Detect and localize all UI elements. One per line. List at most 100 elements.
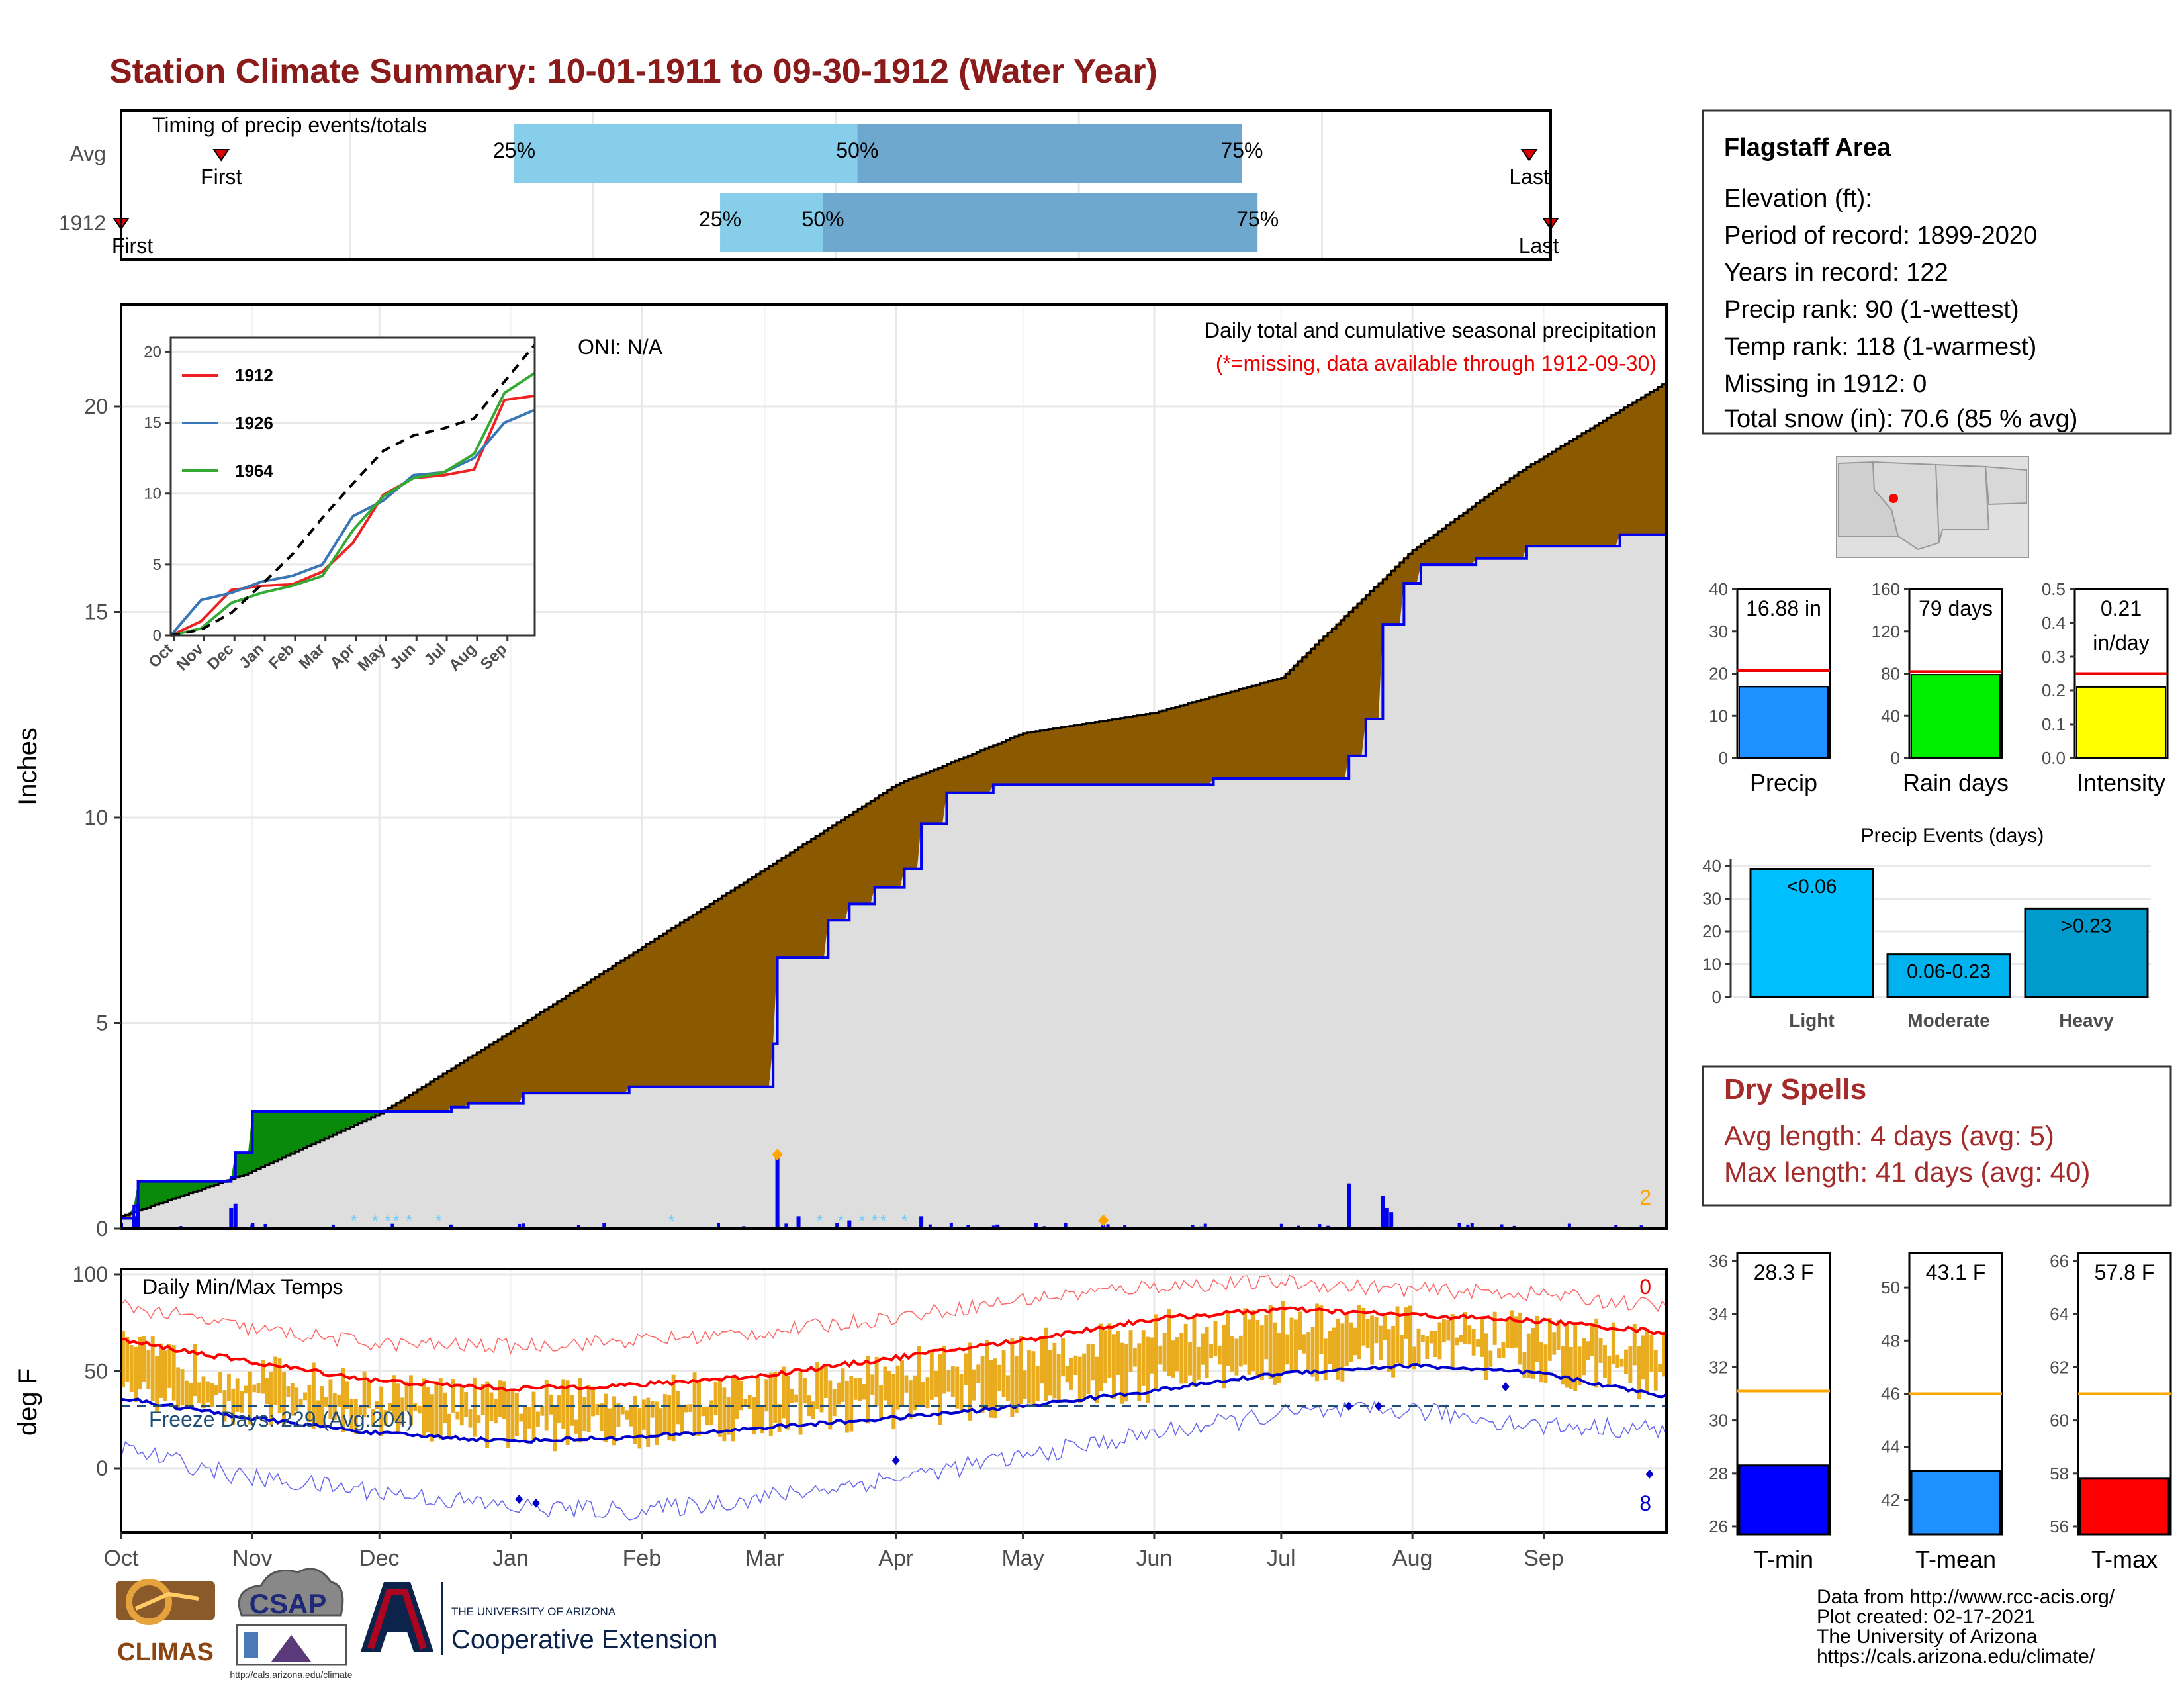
daily-temp-range-bar xyxy=(345,1381,349,1409)
daily-temp-range-bar xyxy=(887,1370,891,1405)
daily-precip-bar xyxy=(1466,1224,1470,1229)
daily-temp-range-bar xyxy=(184,1380,189,1410)
daily-temp-range-bar xyxy=(367,1380,371,1409)
daily-temp-range-bar xyxy=(1238,1335,1243,1367)
record-min-marker xyxy=(1645,1469,1654,1479)
daily-temp-range-bar xyxy=(866,1356,870,1424)
daily-temp-range-bar xyxy=(1077,1356,1082,1403)
precip-ytick-label: 5 xyxy=(96,1011,108,1035)
summary-bars: 0 10 20 30 40 16.88 in Precip 0 40 80 120 160 79 day… xyxy=(1709,579,2169,796)
snow-marker: * xyxy=(901,1212,907,1230)
inset-ytick-label: 10 xyxy=(144,485,161,503)
daily-temp-range-bar xyxy=(256,1382,261,1393)
daily-precip-bar xyxy=(784,1223,788,1229)
daily-temp-range-bar xyxy=(1611,1322,1615,1364)
daily-precip-bar xyxy=(229,1207,234,1229)
inset-xtick-label: Mar xyxy=(296,640,328,673)
daily-temp-range-bar xyxy=(620,1406,625,1415)
precip-surplus-area xyxy=(121,1090,418,1217)
daily-precip-bar xyxy=(602,1223,606,1229)
daily-temp-range-bar xyxy=(832,1389,837,1417)
events-ytick-label: 0 xyxy=(1712,987,1721,1007)
summary-bar-tick-label: 0.5 xyxy=(2042,579,2066,599)
daily-temp-range-bar xyxy=(739,1380,743,1411)
daily-temp-range-bar xyxy=(298,1399,303,1407)
daily-precip-bar xyxy=(1567,1223,1571,1229)
inset-ytick-label: 20 xyxy=(144,343,161,361)
ua-small-text: THE UNIVERSITY OF ARIZONA xyxy=(451,1605,616,1618)
temp-summary-tick-label: 66 xyxy=(2050,1251,2069,1271)
temp-summary-tick-label: 26 xyxy=(1709,1517,1728,1536)
month-label: Jan xyxy=(492,1546,529,1571)
daily-temp-range-bar xyxy=(269,1372,273,1426)
daily-temp-range-bar xyxy=(1141,1330,1146,1386)
max-record-count: 0 xyxy=(1639,1275,1651,1299)
summary-bar-precip xyxy=(1739,686,1829,759)
daily-temp-range-bar xyxy=(544,1380,549,1431)
daily-precip-bar xyxy=(847,1220,852,1229)
info-missing: Missing in 1912: 0 xyxy=(1724,370,1927,398)
month-label: Feb xyxy=(623,1546,662,1571)
events-ytick-label: 30 xyxy=(1702,889,1721,909)
inset-line-1926 xyxy=(169,408,535,637)
record-min-marker xyxy=(891,1456,900,1466)
summary-bar-tick-label: 160 xyxy=(1872,579,1900,599)
climas-logo: CLIMAS xyxy=(116,1579,215,1666)
precip-ytick-label: 10 xyxy=(84,806,108,829)
daily-temp-range-bar xyxy=(392,1375,396,1422)
daily-temp-range-bar xyxy=(371,1409,375,1427)
daily-precip-bar xyxy=(1123,1225,1127,1229)
temp-summary-tick-label: 36 xyxy=(1709,1251,1728,1271)
inset-xtick-label: Jul xyxy=(421,640,450,669)
daily-temp-range-bar xyxy=(997,1364,1002,1391)
csap-url: http://cals.arizona.edu/climate xyxy=(230,1669,352,1680)
daily-temp-range-bar xyxy=(1628,1346,1633,1383)
daily-temp-range-bar xyxy=(1569,1346,1573,1389)
daily-temp-range-bar xyxy=(1361,1307,1366,1346)
daily-temp-range-bar xyxy=(1065,1366,1069,1383)
precip-events-title: Precip Events (days) xyxy=(1861,825,2044,847)
daily-temp-range-bar xyxy=(743,1399,748,1407)
daily-precip-bar xyxy=(263,1223,267,1229)
inset-xtick-label: Sep xyxy=(477,640,510,673)
daily-temp-range-bar xyxy=(1150,1337,1154,1374)
station-location-marker xyxy=(1889,494,1898,503)
daily-precip-bar xyxy=(1034,1223,1038,1229)
daily-temp-range-bar xyxy=(1268,1304,1273,1380)
month-label: Aug xyxy=(1392,1546,1433,1571)
daily-temp-range-bar xyxy=(1243,1308,1248,1365)
daily-temp-range-bar xyxy=(1535,1315,1539,1362)
page-title: Station Climate Summary: 10-01-1911 to 0… xyxy=(109,52,1158,91)
daily-temp-range-bar xyxy=(1328,1331,1332,1364)
timing-bar-lower xyxy=(514,124,858,183)
daily-temp-range-bar xyxy=(1205,1327,1209,1379)
daily-temp-range-bar xyxy=(1052,1342,1057,1399)
daily-precip-bar xyxy=(390,1223,394,1229)
inset-xtick-label: Oct xyxy=(145,640,176,671)
daily-temp-range-bar xyxy=(697,1381,701,1436)
daily-precip-bar xyxy=(251,1223,255,1229)
daily-temp-range-bar xyxy=(972,1369,976,1401)
info-temp-rank: Temp rank: 118 (1-warmest) xyxy=(1724,333,2036,361)
daily-precip-bar xyxy=(1101,1224,1106,1229)
daily-temp-range-bar xyxy=(125,1336,130,1382)
daily-temp-range-bar xyxy=(586,1385,591,1433)
footer-credits: Data from http://www.rcc-acis.org/ Plot … xyxy=(1817,1586,2115,1667)
daily-temp-range-bar xyxy=(430,1394,434,1442)
daily-temp-range-bar xyxy=(159,1343,163,1398)
daily-temp-range-bar xyxy=(1408,1305,1412,1366)
daily-temp-range-bar xyxy=(244,1385,248,1394)
daily-temp-range-bar xyxy=(989,1360,993,1418)
daily-temp-range-bar xyxy=(599,1403,604,1432)
ua-big-text: Cooperative Extension xyxy=(451,1625,717,1654)
daily-precip-bar xyxy=(1347,1183,1351,1229)
daily-temp-range-bar xyxy=(980,1356,985,1413)
daily-temp-range-bar xyxy=(862,1384,866,1400)
temp-summary-tick-label: 46 xyxy=(1881,1384,1900,1404)
daily-temp-range-bar xyxy=(650,1401,655,1418)
precip-ytick-label: 20 xyxy=(84,395,108,418)
daily-temp-range-bar xyxy=(1653,1350,1658,1391)
daily-temp-range-bar xyxy=(1662,1331,1666,1377)
daily-temp-range-bar xyxy=(1357,1305,1361,1360)
daily-temp-range-bar xyxy=(328,1379,333,1419)
